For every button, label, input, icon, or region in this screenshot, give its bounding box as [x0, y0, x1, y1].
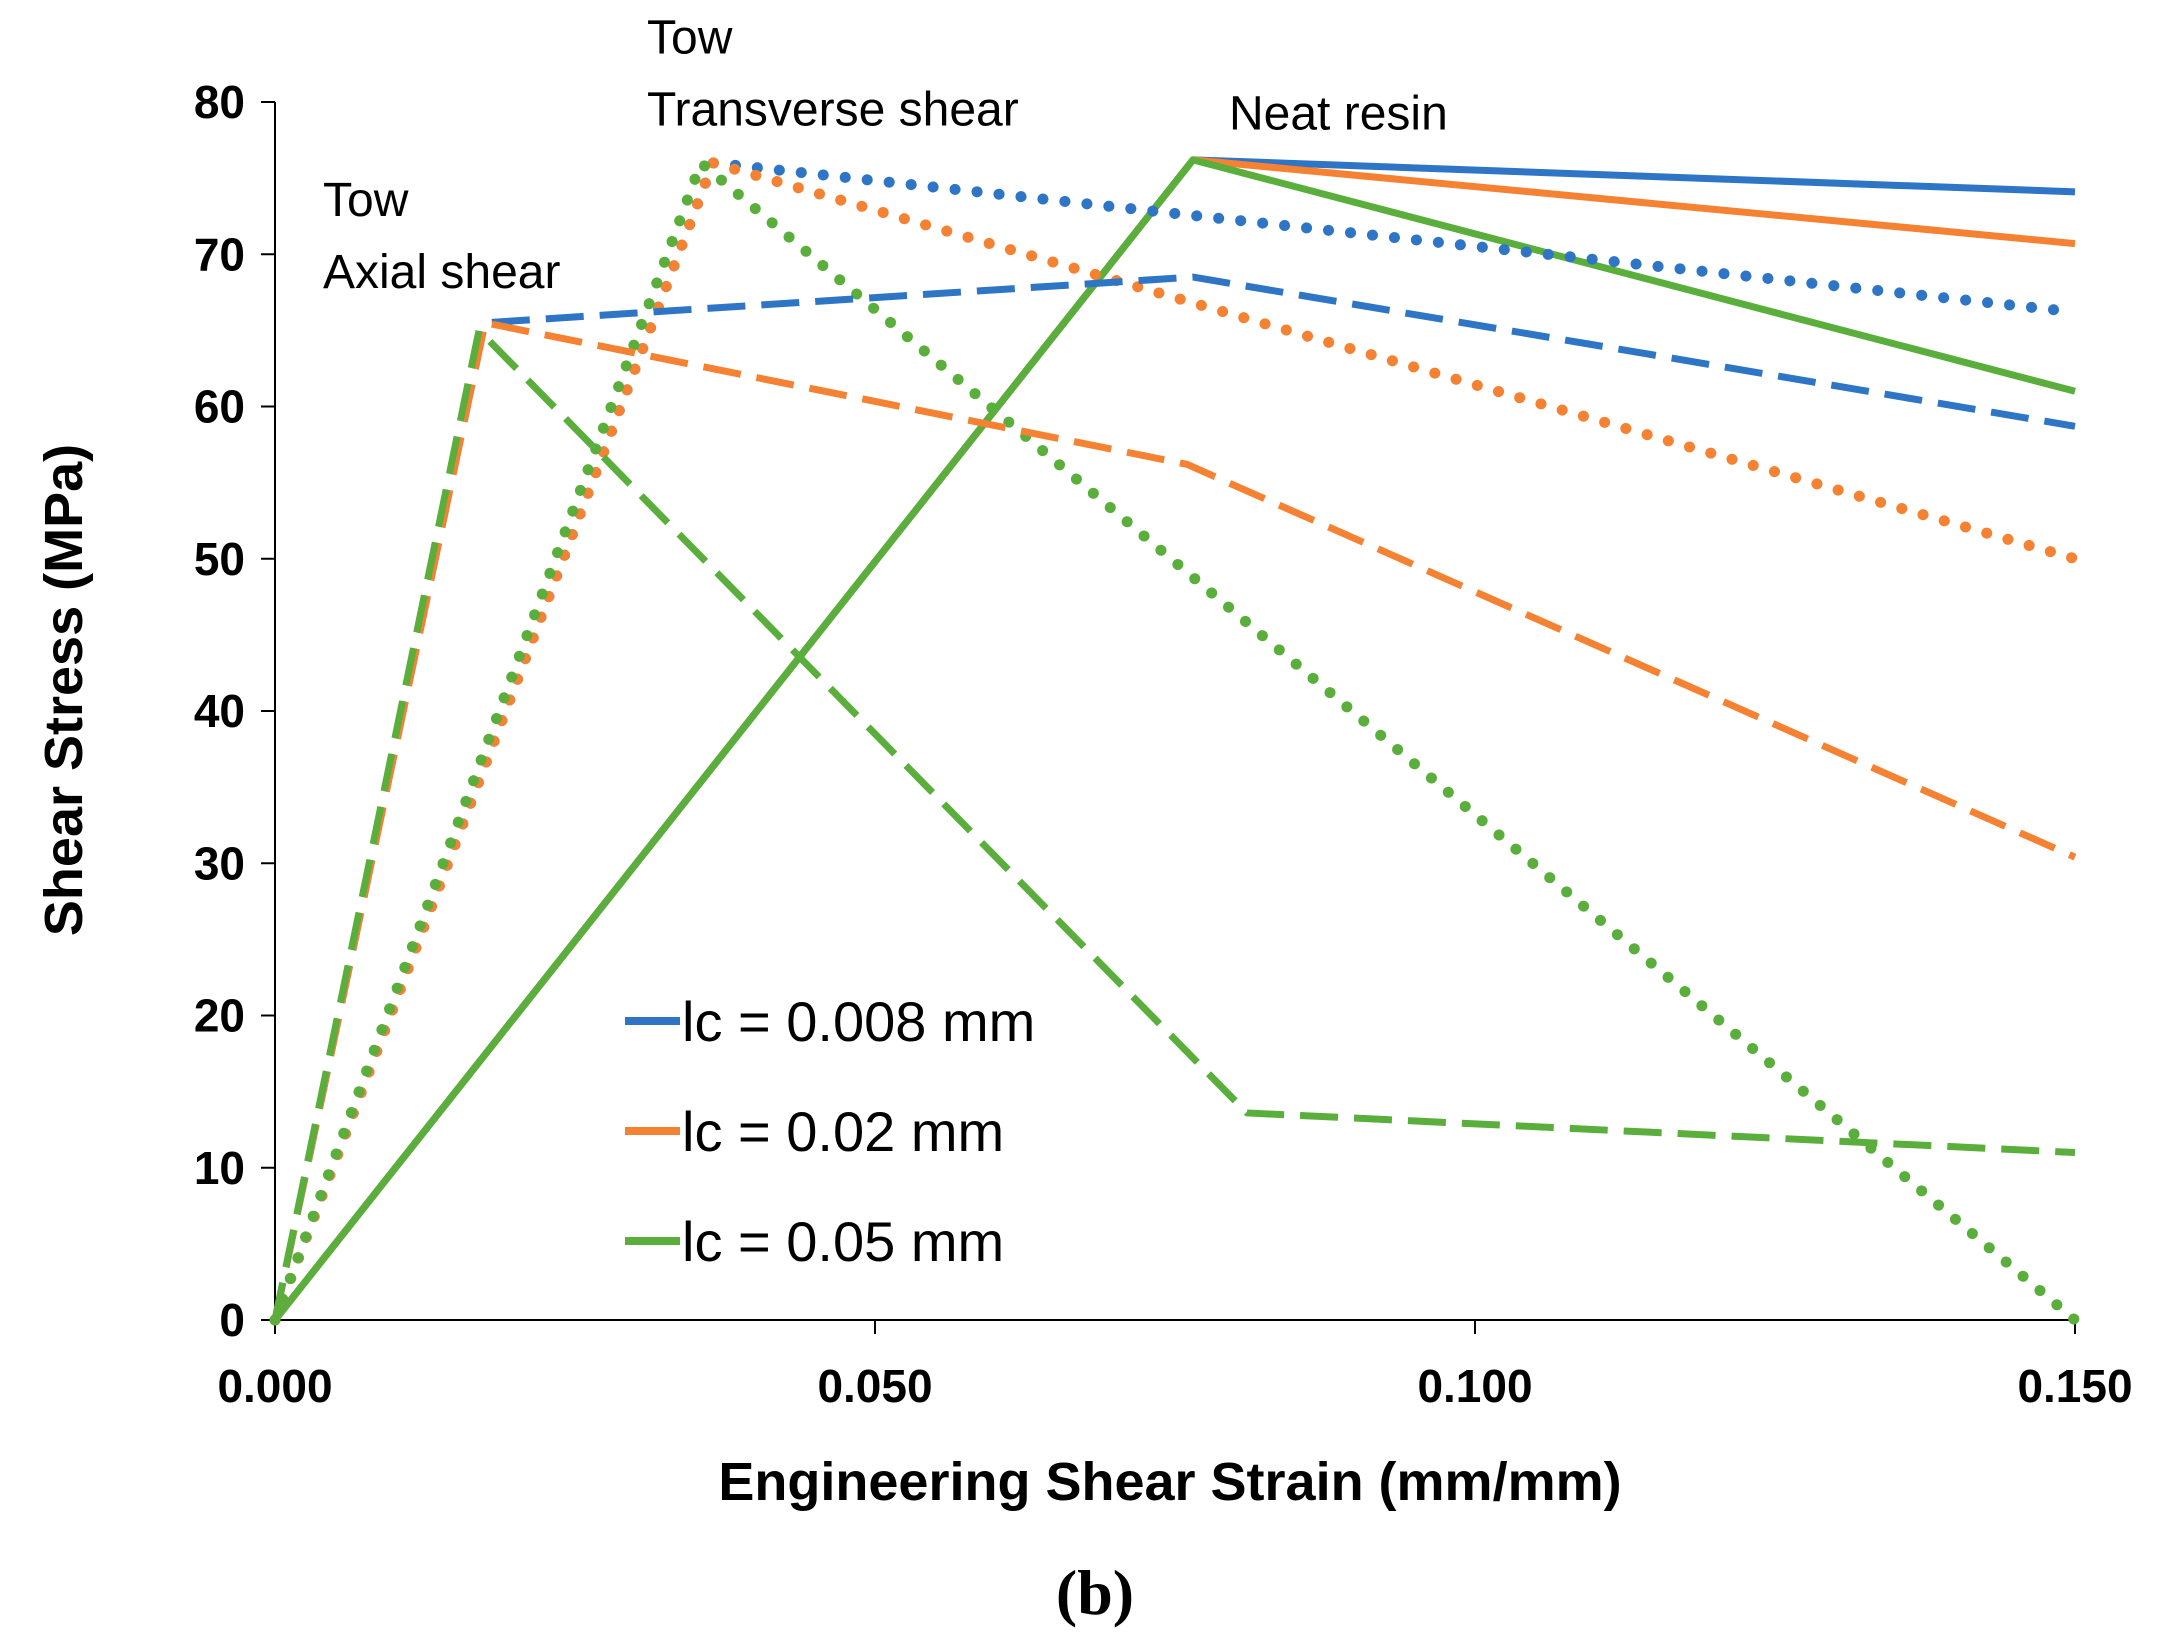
y-tick-label: 10	[194, 1142, 245, 1194]
y-tick-label: 0	[219, 1294, 245, 1346]
series-line-dashed-8	[271, 319, 2077, 1321]
annotation-label: Tow	[323, 174, 409, 227]
series-line-dotted-6	[269, 157, 2081, 1326]
annotation-label: Transverse shear	[647, 83, 1019, 136]
annotation-label: Neat resin	[1229, 87, 1448, 140]
x-axis-ticks: 0.000 0.050 0.100 0.150	[217, 1320, 2133, 1412]
annotation-label: Axial shear	[323, 246, 560, 299]
legend-label: lc = 0.02 mm	[682, 1100, 1004, 1163]
annotations: Tow Axial shear Tow Transverse shear Neat re…	[323, 11, 1448, 299]
x-tick-label: 0.100	[1417, 1360, 1532, 1412]
x-tick-label: 0.050	[817, 1360, 932, 1412]
y-axis-title: Shear Stress (MPa)	[34, 444, 94, 936]
legend-label: lc = 0.008 mm	[682, 990, 1035, 1053]
y-tick-label: 30	[194, 837, 245, 889]
x-tick-label: 0.000	[217, 1360, 332, 1412]
axes: 0 10 20 30 40 50 60 70 80 0.000 0.050 0.100 0.150	[194, 76, 2133, 1412]
x-axis-title: Engineering Shear Strain (mm/mm)	[718, 1452, 1621, 1512]
y-tick-label: 80	[194, 76, 245, 128]
y-tick-label: 50	[194, 533, 245, 585]
legend-label: lc = 0.05 mm	[682, 1210, 1004, 1273]
annotation-label: Tow	[647, 11, 733, 64]
y-tick-label: 70	[194, 228, 245, 280]
legend: lc = 0.008 mm lc = 0.02 mm lc = 0.05 mm	[625, 990, 1035, 1273]
y-tick-label: 40	[194, 685, 245, 737]
series-line-dashed-9	[271, 326, 2076, 1321]
series-line-dotted-5	[269, 157, 2081, 1326]
series-line-solid-3	[272, 156, 2076, 1323]
series-line-dashed-7	[271, 273, 2076, 1321]
series-lines	[269, 156, 2081, 1326]
x-tick-label: 0.150	[2017, 1360, 2132, 1412]
figure-caption: (b)	[1056, 1557, 1134, 1628]
y-tick-label: 60	[194, 381, 245, 433]
y-axis-ticks: 0 10 20 30 40 50 60 70 80	[194, 76, 275, 1346]
y-tick-label: 20	[194, 990, 245, 1042]
